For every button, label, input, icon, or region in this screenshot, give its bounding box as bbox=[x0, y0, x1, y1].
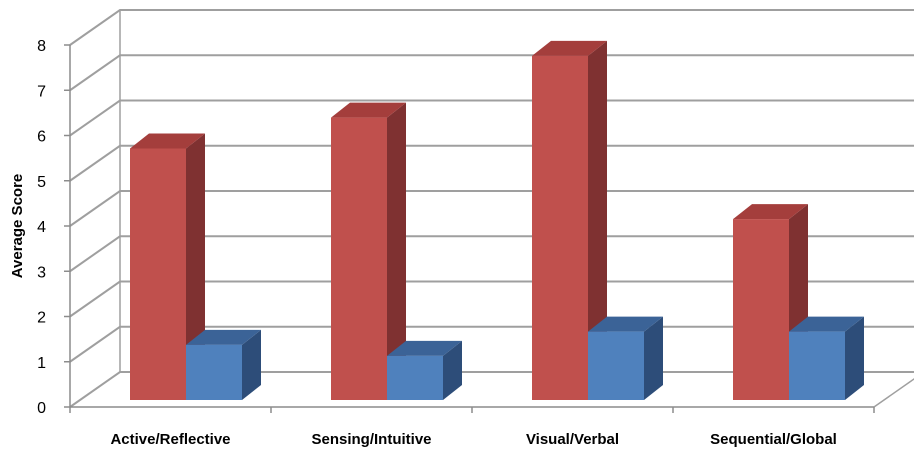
y-tick-label: 0 bbox=[37, 400, 46, 417]
bar bbox=[331, 102, 406, 400]
gridline bbox=[69, 99, 914, 137]
bar bbox=[789, 316, 864, 400]
y-tick-label: 3 bbox=[37, 264, 46, 281]
bar bbox=[130, 133, 205, 401]
bar bbox=[588, 316, 663, 400]
bar-top bbox=[186, 329, 261, 345]
y-tick-label: 8 bbox=[37, 38, 46, 55]
y-tick-label: 6 bbox=[37, 129, 46, 146]
gridline bbox=[69, 9, 914, 46]
bar-front bbox=[331, 117, 387, 400]
bar bbox=[532, 40, 607, 400]
y-tick-label: 4 bbox=[37, 219, 46, 236]
bar-front bbox=[387, 355, 443, 400]
bars bbox=[130, 40, 864, 401]
bar-side bbox=[588, 40, 607, 400]
bar-side bbox=[443, 340, 462, 400]
bar-top bbox=[331, 102, 406, 118]
bar-top bbox=[532, 40, 607, 56]
bar-side bbox=[845, 316, 864, 400]
bar-top bbox=[588, 316, 663, 332]
bar bbox=[387, 340, 462, 400]
bar-front bbox=[588, 331, 644, 400]
floor-right-edge bbox=[873, 378, 914, 408]
bar-front bbox=[733, 219, 789, 400]
bar bbox=[186, 329, 261, 400]
bar-side bbox=[242, 329, 261, 400]
y-tick-label: 1 bbox=[37, 355, 46, 372]
labels: Average Score 0 1 2 3 4 5 6 7 8 Active/Reflective… bbox=[9, 38, 837, 448]
y-axis-title: Average Score bbox=[9, 174, 26, 279]
axes bbox=[64, 10, 914, 413]
bar-side bbox=[186, 133, 205, 401]
x-tick-label: Visual/Verbal bbox=[526, 431, 619, 448]
bar-top bbox=[387, 340, 462, 356]
bar-front bbox=[130, 148, 186, 400]
y-tick-label: 2 bbox=[37, 310, 46, 327]
bar-side bbox=[387, 102, 406, 400]
x-tick-label: Active/Reflective bbox=[110, 431, 230, 448]
bar-top bbox=[733, 204, 808, 220]
bar-front bbox=[789, 331, 845, 400]
gridline bbox=[69, 54, 914, 92]
x-tick-label: Sensing/Intuitive bbox=[311, 431, 431, 448]
bar-front bbox=[186, 344, 242, 400]
y-tick-label: 5 bbox=[37, 174, 46, 191]
y-tick-label: 7 bbox=[37, 83, 46, 100]
bar-top bbox=[130, 133, 205, 149]
bar-top bbox=[789, 316, 864, 332]
bar-front bbox=[532, 55, 588, 400]
bar bbox=[733, 204, 808, 400]
bar-side bbox=[644, 316, 663, 400]
x-tick-label: Sequential/Global bbox=[710, 431, 837, 448]
